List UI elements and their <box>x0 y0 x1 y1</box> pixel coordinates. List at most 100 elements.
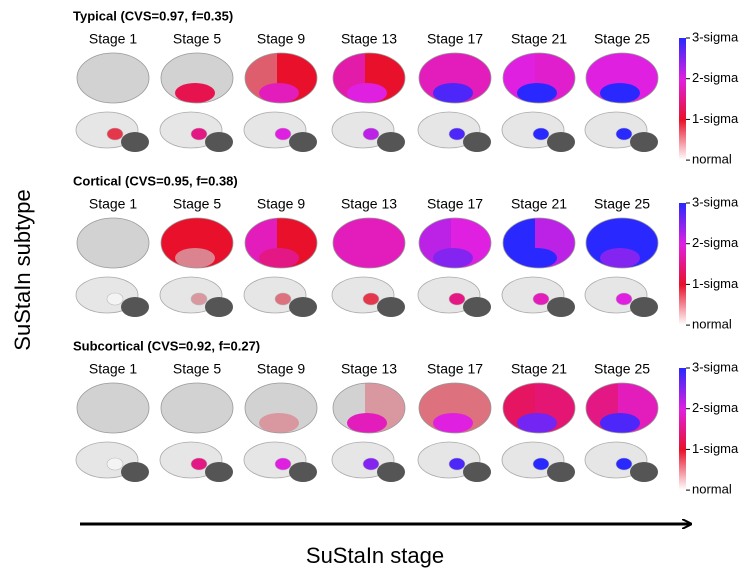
temporal-lobe <box>600 83 640 103</box>
cerebellum <box>463 462 491 482</box>
temporal-lobe <box>347 248 387 268</box>
subcortical <box>533 458 549 470</box>
cerebellum <box>630 297 658 317</box>
stage-label: Stage 21 <box>511 361 567 377</box>
stage-label: Stage 1 <box>89 31 137 47</box>
colorbar-label: normal <box>692 317 732 332</box>
stage-label: Stage 1 <box>89 361 137 377</box>
stage-label: Stage 13 <box>341 196 397 212</box>
stage-label: Stage 21 <box>511 196 567 212</box>
stage-label: Stage 25 <box>594 196 650 212</box>
temporal-lobe <box>175 83 215 103</box>
subcortical <box>107 458 123 470</box>
cerebellum <box>205 462 233 482</box>
temporal-lobe <box>517 248 557 268</box>
cerebellum <box>121 462 149 482</box>
temporal-lobe <box>91 83 131 103</box>
temporal-lobe <box>347 413 387 433</box>
temporal-lobe <box>517 413 557 433</box>
brain-lateral <box>241 213 321 273</box>
colorbar-label: 3-sigma <box>692 29 739 44</box>
subcortical <box>616 458 632 470</box>
brain-lateral <box>415 48 495 108</box>
temporal-lobe <box>259 413 299 433</box>
temporal-lobe <box>91 413 131 433</box>
stage-label: Stage 25 <box>594 361 650 377</box>
temporal-lobe <box>175 413 215 433</box>
brain-lateral <box>241 48 321 108</box>
brain-lateral <box>73 48 153 108</box>
subcortical <box>363 293 379 305</box>
brain-lateral <box>73 378 153 438</box>
brain-lateral <box>241 378 321 438</box>
temporal-lobe <box>175 248 215 268</box>
colorbar <box>679 368 686 490</box>
x-axis-label: SuStaIn stage <box>306 543 444 568</box>
cerebellum <box>121 132 149 152</box>
temporal-lobe <box>517 83 557 103</box>
figure: SuStaIn subtype SuStaIn stage Typical (C… <box>0 0 753 575</box>
brain-lateral <box>329 378 409 438</box>
colorbar <box>679 38 686 160</box>
stage-label: Stage 21 <box>511 31 567 47</box>
cerebellum <box>289 462 317 482</box>
subcortical <box>616 293 632 305</box>
temporal-lobe <box>91 248 131 268</box>
subcortical <box>533 293 549 305</box>
brain-lateral <box>157 48 237 108</box>
temporal-lobe <box>600 413 640 433</box>
brain-lateral <box>499 213 579 273</box>
temporal-lobe <box>433 248 473 268</box>
colorbar-label: 1-sigma <box>692 111 739 126</box>
stage-label: Stage 9 <box>257 361 305 377</box>
panel-title: Cortical (CVS=0.95, f=0.38) <box>73 173 238 188</box>
stage-label: Stage 5 <box>173 31 221 47</box>
brain-lateral <box>582 48 662 108</box>
cerebellum <box>121 297 149 317</box>
cerebellum <box>205 132 233 152</box>
subcortical <box>275 293 291 305</box>
subcortical <box>533 128 549 140</box>
cerebellum <box>547 132 575 152</box>
temporal-lobe <box>259 248 299 268</box>
stage-label: Stage 25 <box>594 31 650 47</box>
subcortical <box>191 293 207 305</box>
subcortical <box>363 458 379 470</box>
colorbar-label: 1-sigma <box>692 276 739 291</box>
brain-lateral <box>157 213 237 273</box>
colorbar-label: 2-sigma <box>692 400 739 415</box>
cerebellum <box>547 462 575 482</box>
subcortical <box>275 458 291 470</box>
brain-lateral <box>329 213 409 273</box>
y-axis-label: SuStaIn subtype <box>10 189 35 350</box>
cerebellum <box>205 297 233 317</box>
colorbar-label: 2-sigma <box>692 70 739 85</box>
colorbar-label: normal <box>692 152 732 167</box>
temporal-lobe <box>347 83 387 103</box>
brain-lateral <box>499 48 579 108</box>
subcortical <box>191 458 207 470</box>
subcortical <box>275 128 291 140</box>
colorbar-label: 1-sigma <box>692 441 739 456</box>
colorbar-label: 3-sigma <box>692 194 739 209</box>
stage-label: Stage 1 <box>89 196 137 212</box>
panel-title: Subcortical (CVS=0.92, f=0.27) <box>73 338 260 353</box>
brain-lateral <box>415 378 495 438</box>
brain-lateral <box>582 378 662 438</box>
cerebellum <box>377 132 405 152</box>
subcortical <box>449 293 465 305</box>
cerebellum <box>463 132 491 152</box>
brain-lateral <box>415 213 495 273</box>
cerebellum <box>463 297 491 317</box>
cerebellum <box>630 132 658 152</box>
cerebellum <box>377 297 405 317</box>
stage-label: Stage 5 <box>173 361 221 377</box>
cerebellum <box>630 462 658 482</box>
subcortical <box>191 128 207 140</box>
colorbar-label: 2-sigma <box>692 235 739 250</box>
stage-label: Stage 5 <box>173 196 221 212</box>
cerebellum <box>377 462 405 482</box>
brain-lateral <box>499 378 579 438</box>
subcortical <box>107 293 123 305</box>
temporal-lobe <box>600 248 640 268</box>
